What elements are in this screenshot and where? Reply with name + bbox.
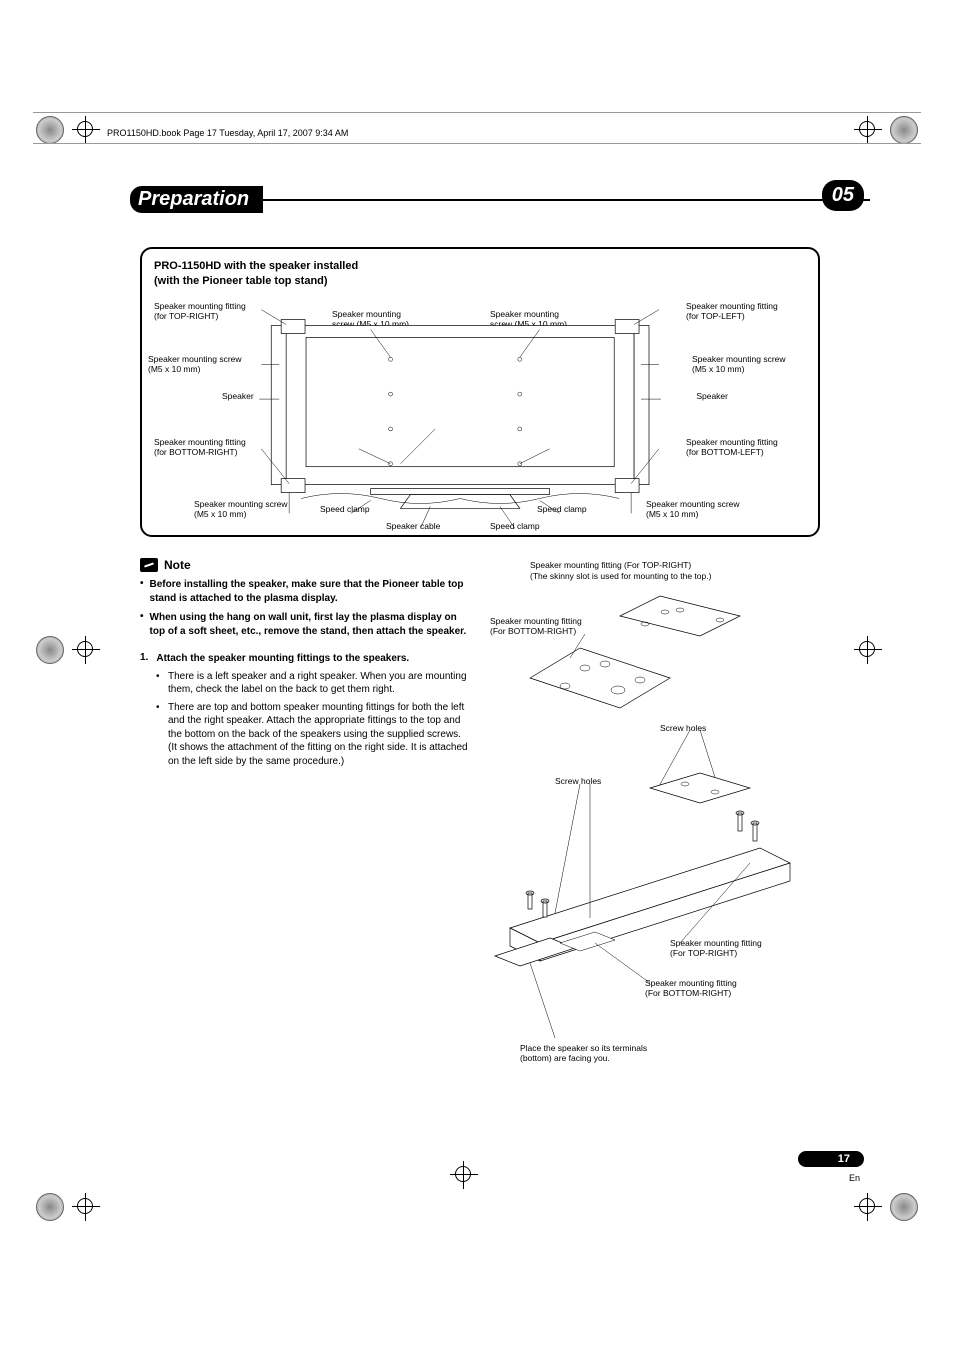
note-label: Note	[164, 558, 191, 572]
right-figure: Speaker mounting fitting (For TOP-RIGHT)…	[490, 558, 850, 1078]
step-1: 1. Attach the speaker mounting fittings …	[140, 652, 470, 768]
note-bullets: •Before installing the speaker, make sur…	[140, 578, 470, 644]
bullet-2: When using the hang on wall unit, first …	[150, 611, 470, 638]
step-1-paren: (It shows the attachment of the fitting …	[168, 741, 470, 768]
step-1-sub-2: There are top and bottom speaker mountin…	[168, 701, 470, 742]
section-title-bar: Preparation	[130, 186, 870, 213]
page-number: 17	[798, 1151, 864, 1167]
step-1-title: Attach the speaker mounting fittings to …	[156, 652, 409, 666]
right-figure-svg	[490, 558, 850, 1078]
diagram-heading-1: PRO-1150HD with the speaker installed	[154, 259, 806, 274]
bullet-1: Before installing the speaker, make sure…	[150, 578, 470, 605]
tv-diagram-svg	[142, 289, 818, 539]
chapter-number: 05	[822, 180, 864, 211]
diagram-box: PRO-1150HD with the speaker installed (w…	[140, 247, 820, 537]
page-lang: En	[849, 1173, 860, 1183]
running-head: PRO1150HD.book Page 17 Tuesday, April 17…	[107, 128, 348, 138]
note-icon	[140, 558, 158, 572]
note-row: Note	[140, 558, 191, 572]
diagram-heading-2: (with the Pioneer table top stand)	[154, 274, 806, 289]
section-title: Preparation	[130, 186, 263, 213]
step-1-number: 1.	[140, 652, 148, 666]
step-1-sub-1: There is a left speaker and a right spea…	[168, 670, 470, 697]
